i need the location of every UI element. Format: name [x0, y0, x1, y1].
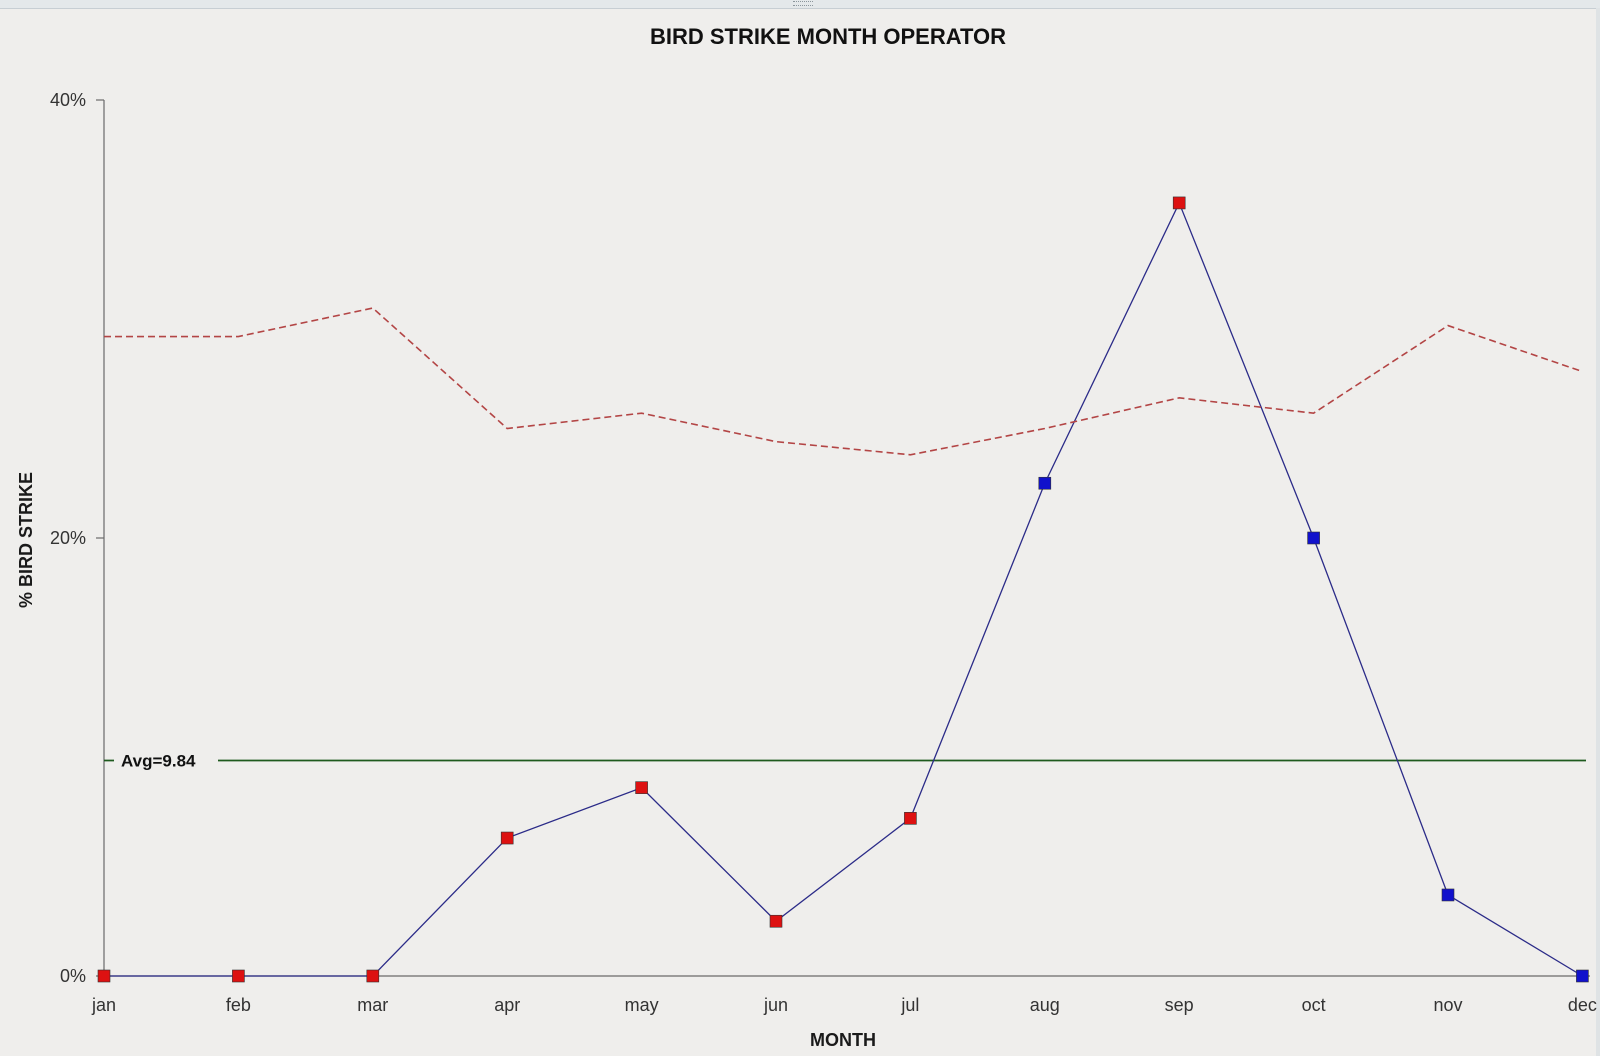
data-point-marker	[500, 831, 514, 845]
data-point-marker	[232, 969, 245, 983]
data-point-marker	[97, 969, 111, 983]
series-group	[97, 196, 1589, 983]
x-tick-label: mar	[357, 995, 388, 1015]
x-tick-label: may	[625, 995, 659, 1015]
data-point-marker	[904, 812, 917, 825]
data-point-marker	[1576, 969, 1589, 983]
y-tick-label: 0%	[60, 966, 86, 986]
y-ticks: 0% 20% 40%	[50, 90, 104, 986]
average-line-group: Avg=9.84	[104, 747, 1586, 772]
y-tick-label: 20%	[50, 528, 86, 548]
x-tick-label: oct	[1302, 995, 1326, 1015]
x-tick-label: jun	[763, 995, 788, 1015]
x-tick-label: nov	[1433, 995, 1462, 1015]
window-top-border	[0, 0, 1600, 9]
data-point-marker	[1038, 476, 1052, 490]
data-point-marker	[366, 969, 380, 983]
x-ticks: jan feb mar apr may jun jul aug sep oct nov dec	[91, 995, 1597, 1015]
x-tick-label: apr	[494, 995, 520, 1015]
data-point-marker	[769, 914, 783, 928]
chart-title: BIRD STRIKE MONTH OPERATOR	[650, 24, 1006, 49]
resize-grip-icon[interactable]	[793, 1, 813, 6]
x-tick-label: sep	[1165, 995, 1194, 1015]
x-tick-label: dec	[1568, 995, 1597, 1015]
data-point-marker	[635, 781, 648, 794]
x-tick-label: aug	[1030, 995, 1060, 1015]
series-line-solid	[104, 201, 1583, 977]
data-point-marker	[1441, 888, 1455, 902]
y-axis-title: % BIRD STRIKE	[16, 472, 36, 608]
data-point-marker	[1172, 196, 1186, 210]
data-point-marker	[1307, 531, 1320, 545]
average-label-bg	[114, 747, 218, 772]
x-tick-label: jan	[91, 995, 116, 1015]
x-tick-label: jul	[900, 995, 919, 1015]
window-right-edge	[1596, 8, 1600, 1056]
x-axis-title: MONTH	[810, 1030, 876, 1050]
average-label: Avg=9.84	[121, 752, 196, 771]
y-tick-label: 40%	[50, 90, 86, 110]
x-tick-label: feb	[226, 995, 251, 1015]
series-line-dashed	[104, 307, 1583, 456]
